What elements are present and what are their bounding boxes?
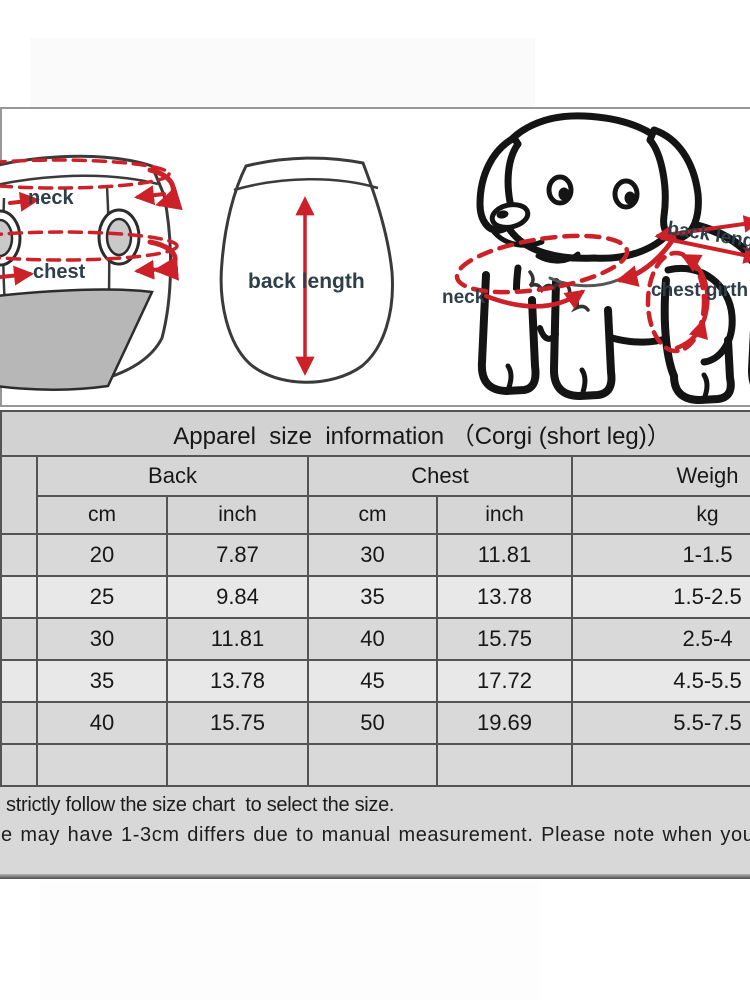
weight-column-group: Weigh [570, 455, 750, 497]
note-line-1: strictly follow the size chart to select… [6, 794, 395, 816]
table-cell: 7.87 [166, 533, 309, 577]
table-cell: 11.81 [166, 617, 309, 661]
unit-row: cm inch cm inch kg [1, 495, 750, 535]
dog-chest-girth-label: chest girth [651, 280, 749, 301]
unit-cell: inch [436, 495, 573, 535]
dog-face [489, 174, 640, 264]
table-cell: 1-1.5 [570, 533, 750, 577]
table-cell: 9.84 [166, 575, 309, 619]
size-table: Apparel size information （Corgi (short l… [0, 410, 750, 787]
unit-cell: kg [570, 495, 750, 535]
table-cell: 30 [307, 533, 438, 577]
column-group-row: Back Chest Weigh [0, 455, 750, 535]
table-cell [570, 743, 750, 787]
table-cell [36, 743, 168, 787]
table-cell: 40 [36, 701, 168, 745]
table-cell: 5.5-7.5 [570, 701, 750, 745]
table-cell: 15.75 [436, 617, 573, 661]
dog-nose [489, 202, 531, 230]
table-cell: 20 [36, 533, 168, 577]
title-row: Apparel size information （Corgi (short l… [0, 410, 750, 457]
table-cell: 40 [307, 617, 438, 661]
table-cell: 35 [307, 575, 438, 619]
table-row: 40 15.75 50 19.69 5.5-7.5 [0, 701, 750, 745]
table-cell [307, 743, 438, 787]
table-row: 30 11.81 40 15.75 2.5-4 [0, 617, 750, 661]
unit-cell: inch [166, 495, 309, 535]
dog-neck-label: neck [442, 287, 486, 308]
table-cell: 50 [307, 701, 438, 745]
collar-seam [233, 177, 379, 192]
table-cell: 30 [36, 617, 168, 661]
table-cell: 45 [307, 659, 438, 703]
dog-measure-arrows [454, 215, 750, 354]
table-cell: 35 [36, 659, 168, 703]
front-garment-illustration [0, 154, 183, 391]
neck-girth-dashed-ellipse [454, 233, 630, 295]
back-garment-illustration [219, 156, 394, 384]
bottom-divider [0, 874, 750, 879]
size-column-stub [0, 455, 38, 535]
table-cell: 1.5-2.5 [570, 575, 750, 619]
table-row: 20 7.87 30 11.81 1-1.5 [0, 533, 750, 577]
chest-girth-dashed-ellipse [645, 250, 707, 354]
unit-cell: cm [36, 495, 168, 535]
table-cell [166, 743, 309, 787]
back-column-group: Back [36, 455, 309, 497]
chest-measure-arrows [0, 230, 179, 286]
note-line-2: e may have 1-3cm differs due to manual m… [1, 824, 750, 846]
empty-table-row [0, 743, 750, 787]
size-chart-title: Apparel size information （Corgi (short l… [0, 410, 750, 457]
back-length-line [654, 215, 750, 243]
table-row: 35 13.78 45 17.72 4.5-5.5 [0, 659, 750, 703]
neck-label: neck [28, 187, 74, 209]
table-cell: 25 [36, 575, 168, 619]
garment-skirt-shading [0, 288, 154, 391]
collar-seam [0, 174, 159, 186]
table-cell: 13.78 [436, 575, 573, 619]
chest-column-group: Chest [307, 455, 573, 497]
chest-label: chest [33, 261, 86, 283]
back-length-line [660, 236, 750, 264]
table-cell: 11.81 [436, 533, 573, 577]
table-cell: 19.69 [436, 701, 573, 745]
dog-head [476, 112, 702, 262]
unit-cell: cm [307, 495, 438, 535]
table-cell: 2.5-4 [570, 617, 750, 661]
table-cell [436, 743, 573, 787]
neck-measure-arrows [0, 158, 183, 212]
faint-watermark-bottom [40, 881, 540, 1000]
table-cell: 4.5-5.5 [570, 659, 750, 703]
back-length-label: back length [248, 270, 365, 293]
dog-illustration [454, 112, 750, 404]
front-leg [549, 278, 616, 400]
table-cell: 15.75 [166, 701, 309, 745]
table-cell: 17.72 [436, 659, 573, 703]
table-row: 25 9.84 35 13.78 1.5-2.5 [0, 575, 750, 619]
measuring-diagram-panel [0, 107, 750, 407]
table-cell: 13.78 [166, 659, 309, 703]
